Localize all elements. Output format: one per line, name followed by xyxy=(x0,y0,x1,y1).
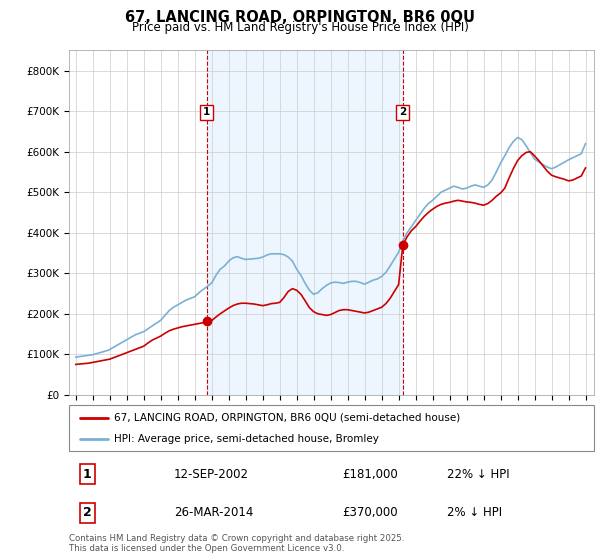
Text: 12-SEP-2002: 12-SEP-2002 xyxy=(174,468,249,481)
Text: 2: 2 xyxy=(83,506,92,520)
Text: £370,000: £370,000 xyxy=(342,506,398,520)
Text: 2: 2 xyxy=(399,108,406,118)
Text: 26-MAR-2014: 26-MAR-2014 xyxy=(174,506,253,520)
Text: 67, LANCING ROAD, ORPINGTON, BR6 0QU (semi-detached house): 67, LANCING ROAD, ORPINGTON, BR6 0QU (se… xyxy=(113,413,460,423)
Text: £181,000: £181,000 xyxy=(342,468,398,481)
Text: 22% ↓ HPI: 22% ↓ HPI xyxy=(447,468,509,481)
Bar xyxy=(206,50,403,395)
Text: Contains HM Land Registry data © Crown copyright and database right 2025.
This d: Contains HM Land Registry data © Crown c… xyxy=(69,534,404,553)
Text: 1: 1 xyxy=(203,108,210,118)
Text: HPI: Average price, semi-detached house, Bromley: HPI: Average price, semi-detached house,… xyxy=(113,435,379,444)
Text: 67, LANCING ROAD, ORPINGTON, BR6 0QU: 67, LANCING ROAD, ORPINGTON, BR6 0QU xyxy=(125,10,475,25)
Text: 2% ↓ HPI: 2% ↓ HPI xyxy=(447,506,502,520)
Text: 1: 1 xyxy=(83,468,92,481)
Text: Price paid vs. HM Land Registry's House Price Index (HPI): Price paid vs. HM Land Registry's House … xyxy=(131,21,469,34)
